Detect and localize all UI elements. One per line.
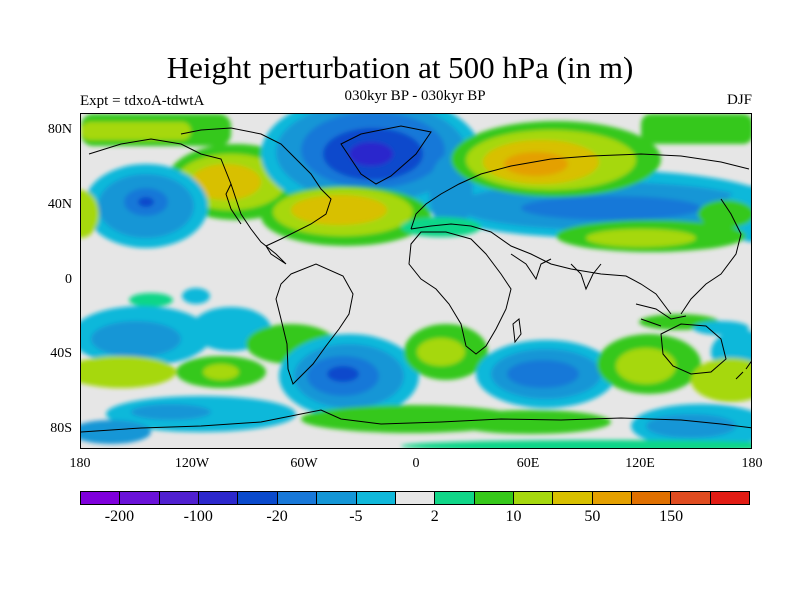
lon-tick-label: 180 (69, 456, 91, 471)
lat-tick-label: 40S (50, 346, 72, 361)
plot-title: Height perturbation at 500 hPa (in m) (166, 50, 634, 85)
lat-tick-label: 80N (47, 122, 72, 137)
contour-fill (81, 114, 751, 448)
colorbar-box (632, 492, 672, 504)
contour-map-svg (81, 114, 751, 448)
colorbar-label: 10 (505, 508, 522, 525)
lon-tick-label: 60W (290, 456, 318, 471)
coastlines (81, 125, 751, 433)
colorbar-label: -100 (183, 508, 213, 525)
colorbar-box (513, 492, 554, 504)
colorbar-box (277, 492, 318, 504)
lon-tick-label: 60E (516, 456, 540, 471)
colorbar-box (159, 492, 200, 504)
contour-map (80, 113, 752, 449)
colorbar-box (710, 492, 750, 504)
colorbar-label: -20 (266, 508, 288, 525)
colorbar-box (553, 492, 593, 504)
lat-tick-label: 80S (50, 421, 72, 436)
season-label: DJF (726, 92, 752, 108)
lon-tick-label: 0 (412, 456, 420, 471)
colorbar-box (81, 492, 121, 504)
colorbar-label: 2 (430, 508, 439, 525)
colorbar-box (356, 492, 396, 504)
lat-tick-label: 0 (65, 272, 72, 287)
colorbar-box (395, 492, 436, 504)
lon-tick-label: 180 (741, 456, 763, 471)
plot-subtitle: 030kyr BP - 030kyr BP (344, 88, 486, 104)
colorbar-box (199, 492, 239, 504)
lon-tick-label: 120W (174, 456, 210, 471)
colorbar-label: -5 (349, 508, 363, 525)
experiment-label: Expt = tdxoA-tdwtA (80, 93, 205, 109)
lon-tick-label: 120E (625, 456, 655, 471)
colorbar-label: -200 (104, 508, 135, 525)
colorbar-box (120, 492, 160, 504)
colorbar (80, 491, 750, 505)
colorbar-box (592, 492, 633, 504)
lat-tick-label: 40N (47, 197, 72, 212)
colorbar-label: 150 (659, 508, 684, 525)
colorbar-box (238, 492, 278, 504)
colorbar-box (671, 492, 711, 504)
colorbar-label: 50 (584, 508, 601, 525)
colorbar-box (317, 492, 357, 504)
colorbar-box (474, 492, 514, 504)
colorbar-box (435, 492, 475, 504)
